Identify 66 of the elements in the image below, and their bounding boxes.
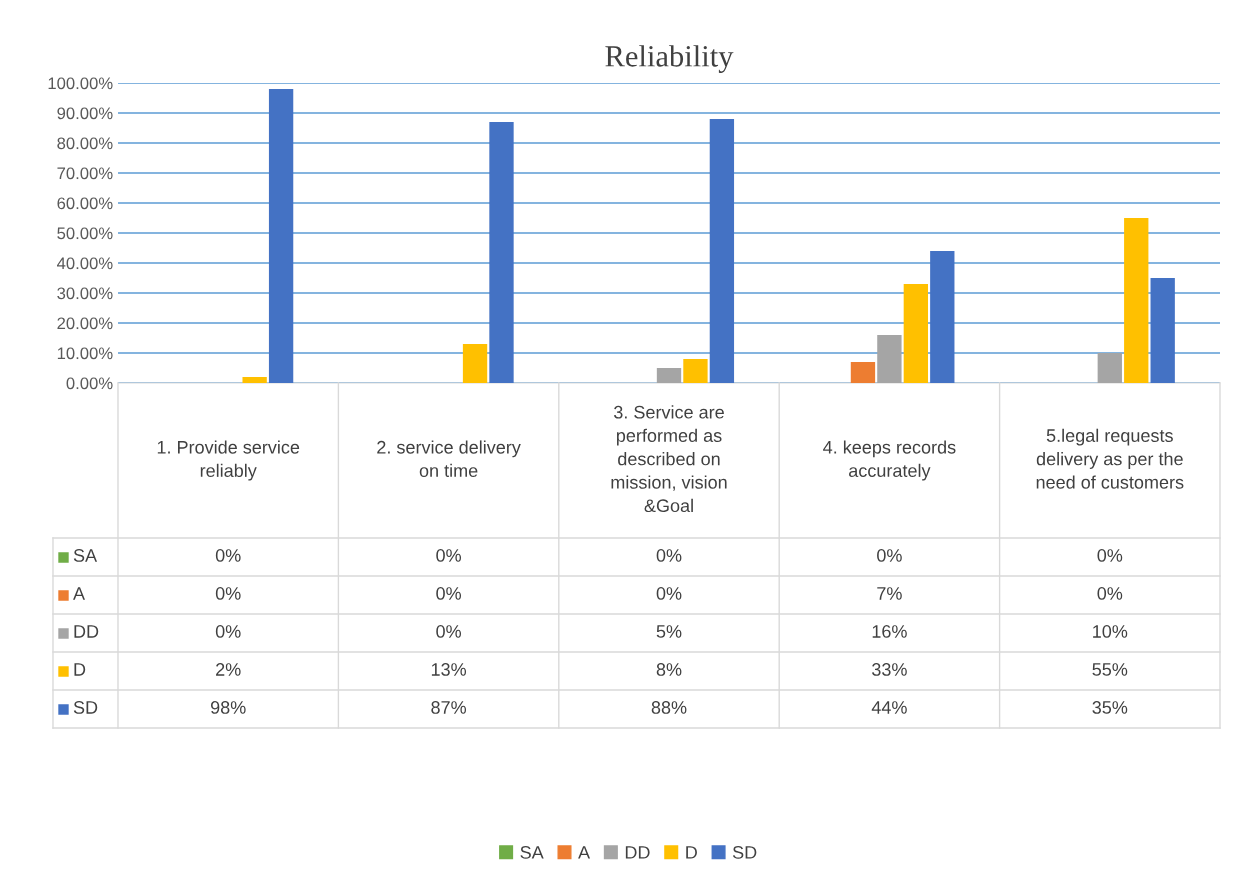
bar: [1124, 218, 1149, 383]
chart-title: Reliability: [605, 45, 734, 73]
y-tick-label: 90.00%: [57, 107, 113, 120]
bar: [268, 89, 294, 383]
data-label: 0%: [215, 549, 241, 562]
text: D: [686, 846, 697, 859]
data-label: 16%: [872, 625, 907, 638]
legend-label: SD: [73, 701, 98, 714]
data-label: 44%: [871, 701, 907, 714]
data-label: 0%: [1097, 549, 1123, 562]
data-label: 0%: [436, 587, 462, 600]
bar: [489, 122, 514, 383]
bar: [683, 359, 708, 383]
x-tick-label: 1. Provide service reliably: [157, 440, 300, 481]
y-tick-label: 30.00%: [57, 287, 113, 300]
y-tick-label: 70.00%: [57, 167, 113, 180]
data-label: 98%: [210, 701, 246, 714]
y-tick-label: 20.00%: [57, 317, 113, 330]
y-tick-label: 100.00%: [48, 77, 113, 90]
y-tick-label: 0.00%: [66, 377, 113, 390]
text: A: [73, 587, 86, 600]
data-label: 0%: [436, 549, 462, 562]
data-label: 35%: [1092, 701, 1128, 714]
data-label: 5%: [656, 625, 682, 638]
y-tick-label: 40.00%: [57, 257, 113, 270]
legend-label: DD: [625, 846, 650, 859]
data-label: 0%: [436, 625, 462, 638]
x-tick-label: 5.legal requests delivery as per the need of customers: [1036, 428, 1184, 489]
data-label: 7%: [877, 587, 902, 600]
data-label: 0%: [656, 587, 682, 600]
data-label: 0%: [215, 587, 241, 600]
data-label: 87%: [431, 701, 467, 714]
data-label: 0%: [877, 549, 902, 562]
bar: [877, 335, 902, 383]
legend-label: D: [74, 663, 86, 676]
bar: [1150, 278, 1175, 383]
data-label: 10%: [1093, 625, 1128, 638]
data-label: 0%: [215, 625, 241, 638]
y-tick-label: 10.00%: [57, 347, 113, 360]
bar: [930, 251, 955, 383]
x-tick-label: 4. keeps records accurately: [823, 440, 956, 481]
text: SA: [520, 845, 544, 859]
bar: [242, 377, 267, 383]
data-label: 88%: [651, 701, 687, 714]
y-tick-label: 80.00%: [57, 137, 113, 150]
data-label: 8%: [656, 663, 682, 676]
bar: [903, 284, 929, 383]
y-tick-label: 60.00%: [57, 197, 113, 210]
legend-label: A: [578, 846, 591, 859]
bar: [462, 344, 488, 383]
data-label: 2%: [216, 663, 241, 676]
data-label: 13%: [431, 663, 467, 676]
legend-label: SA: [73, 549, 98, 562]
data-label: 0%: [656, 549, 682, 562]
text: SD: [732, 845, 757, 859]
bar: [1097, 353, 1122, 383]
x-tick-label: 2. service delivery on time: [377, 440, 521, 478]
data-label: 0%: [1097, 587, 1123, 600]
data-label: 55%: [1092, 663, 1128, 676]
x-tick-label: 3. Service are performed as described on mission, vision &Goal: [611, 405, 727, 513]
bar: [850, 362, 876, 383]
bar: [709, 119, 735, 383]
data-label: 33%: [872, 663, 907, 676]
y-tick-label: 50.00%: [57, 227, 113, 240]
bar: [656, 368, 682, 383]
text: DD: [74, 625, 99, 638]
